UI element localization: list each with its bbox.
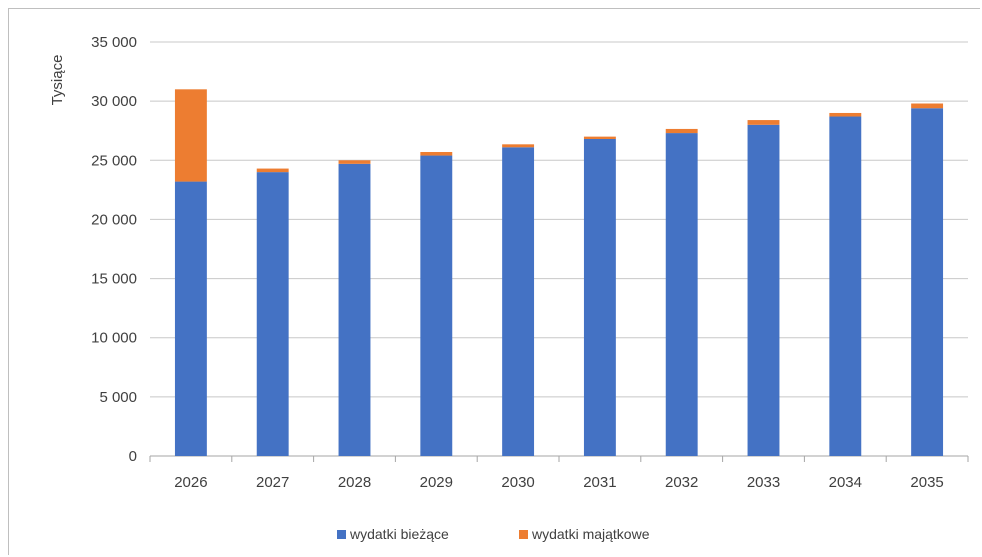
bar-majatkowe-2029 [420,152,452,156]
bar-majatkowe-2031 [584,137,616,139]
bar-majatkowe-2033 [748,120,780,125]
y-tick-label: 20 000 [91,211,137,228]
x-tick-label: 2028 [338,474,371,491]
x-tick-label: 2033 [747,474,780,491]
legend: wydatki bieżące wydatki majątkowe [337,526,650,542]
bar-biezace-2027 [257,172,289,456]
bar-majatkowe-2032 [666,129,698,133]
bar-biezace-2033 [748,125,780,456]
bar-biezace-2026 [175,182,207,456]
legend-swatch [337,530,346,539]
x-tick-label: 2032 [665,474,698,491]
bar-biezace-2034 [829,117,861,456]
legend-label: wydatki majątkowe [531,526,650,542]
x-tick-label: 2034 [829,474,862,491]
y-tick-label: 10 000 [91,330,137,347]
y-tick-label: 0 [129,448,137,465]
bar-majatkowe-2030 [502,144,534,147]
x-tick-label: 2035 [910,474,943,491]
bar-biezace-2035 [911,108,943,456]
bar-biezace-2029 [420,156,452,456]
bar-majatkowe-2028 [339,160,371,164]
y-tick-label: 5 000 [99,389,137,406]
y-axis-label: Tysiące [49,55,66,106]
y-tick-labels: 0 5 000 10 000 15 000 20 000 25 000 30 000 35 0… [91,34,137,465]
y-tick-label: 35 000 [91,34,137,51]
bar-biezace-2032 [666,133,698,456]
bars [175,89,943,456]
bar-majatkowe-2027 [257,169,289,173]
y-tick-label: 30 000 [91,93,137,110]
x-tick-label: 2027 [256,474,289,491]
x-tick-label: 2030 [501,474,534,491]
bar-biezace-2030 [502,147,534,456]
x-tick-label: 2031 [583,474,616,491]
bar-majatkowe-2035 [911,104,943,109]
y-tick-label: 25 000 [91,152,137,169]
x-tick-label: 2029 [420,474,453,491]
y-tick-label: 15 000 [91,271,137,288]
bar-majatkowe-2034 [829,113,861,117]
x-tick-label: 2026 [174,474,207,491]
legend-swatch [519,530,528,539]
bar-majatkowe-2026 [175,89,207,181]
bar-biezace-2028 [339,164,371,456]
x-tick-labels: 2026 2027 2028 2029 2030 2031 2032 2033 2034 2035 [174,474,944,491]
bar-biezace-2031 [584,139,616,456]
legend-label: wydatki bieżące [349,526,449,542]
